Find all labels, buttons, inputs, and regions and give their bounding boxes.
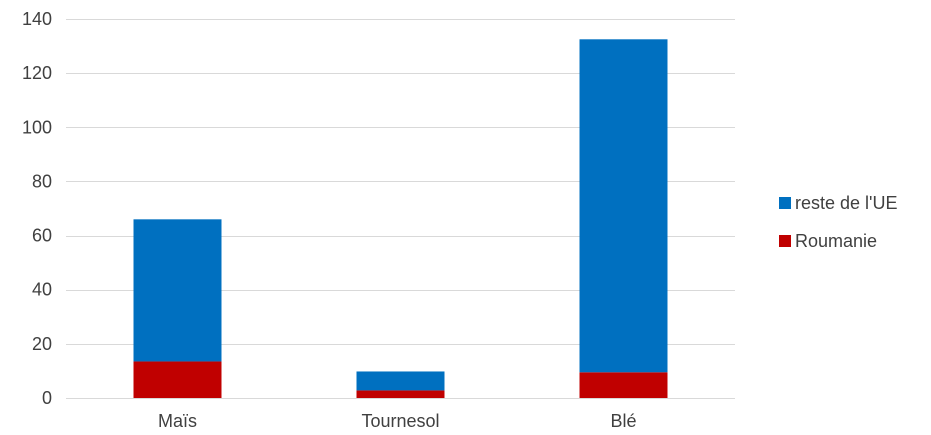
x-axis-ticks: Maïs Tournesol Blé (158, 411, 637, 431)
legend-label-roumanie: Roumanie (795, 231, 877, 251)
x-tick-label-tournesol: Tournesol (361, 411, 439, 431)
y-tick-label-0: 0 (42, 388, 52, 408)
y-tick-label-40: 40 (32, 280, 52, 300)
y-tick-label-80: 80 (32, 171, 52, 191)
bar-tournesol-roumanie (356, 390, 445, 398)
y-tick-label-60: 60 (32, 226, 52, 246)
bar-tournesol-reste-de-l-ue (356, 371, 445, 391)
y-tick-label-140: 140 (22, 9, 52, 29)
bar-mais-roumanie (133, 361, 222, 398)
bars (133, 39, 668, 398)
legend: reste de l'UE Roumanie (779, 193, 897, 251)
x-tick-label-mais: Maïs (158, 411, 197, 431)
y-tick-label-120: 120 (22, 63, 52, 83)
legend-swatch-roumanie (779, 235, 791, 247)
bar-mais-reste-de-l-ue (133, 219, 222, 362)
x-tick-label-ble: Blé (610, 411, 636, 431)
legend-label-reste-de-l-ue: reste de l'UE (795, 193, 897, 213)
bar-ble-reste-de-l-ue (579, 39, 668, 373)
y-tick-label-20: 20 (32, 334, 52, 354)
bar-ble-roumanie (579, 372, 668, 398)
y-axis-ticks: 0 20 40 60 80 100 120 140 (22, 9, 52, 408)
y-tick-label-100: 100 (22, 117, 52, 137)
legend-swatch-reste-de-l-ue (779, 197, 791, 209)
